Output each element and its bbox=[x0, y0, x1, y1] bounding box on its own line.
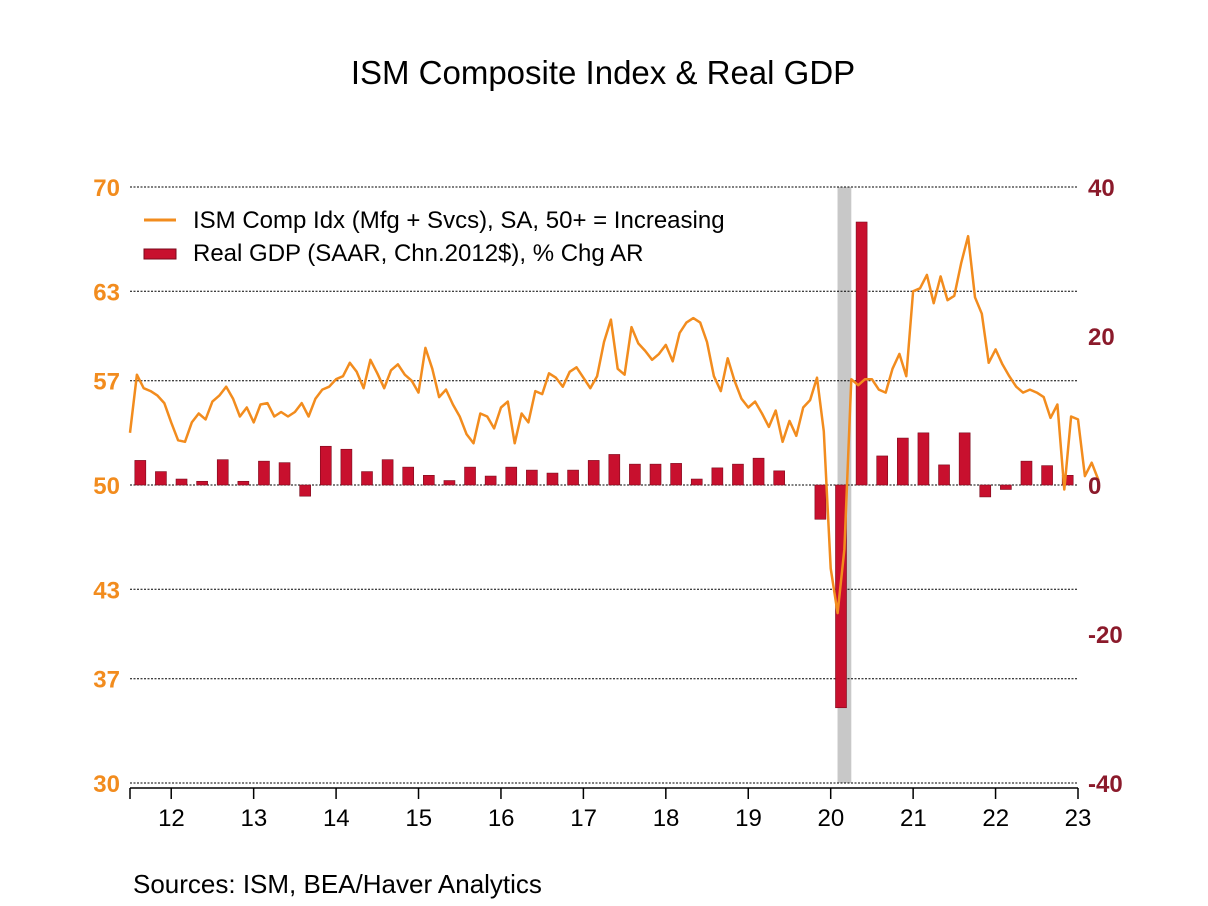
right-tick-label: -20 bbox=[1088, 622, 1123, 649]
x-tick-label: 19 bbox=[735, 805, 762, 832]
gdp-bar bbox=[670, 463, 682, 486]
left-tick-label: 37 bbox=[93, 667, 120, 694]
gdp-bar bbox=[134, 460, 147, 486]
gdp-bar bbox=[979, 484, 992, 498]
gdp-bar bbox=[423, 475, 435, 486]
gdp-bar bbox=[216, 459, 229, 486]
ism-line bbox=[128, 234, 1100, 615]
gdp-bar bbox=[258, 460, 270, 486]
left-tick-label: 63 bbox=[93, 279, 120, 306]
legend: ISM Comp Idx (Mfg + Svcs), SA, 50+ = Inc… bbox=[143, 207, 725, 267]
gdp-bar bbox=[175, 478, 188, 486]
left-axis-ticks: 30 37 43 50 57 63 70 bbox=[93, 175, 120, 798]
gdp-bars bbox=[134, 221, 1074, 709]
gdp-bar bbox=[402, 466, 415, 486]
gdp-bar bbox=[567, 469, 579, 486]
right-tick-label: 0 bbox=[1088, 473, 1101, 500]
gdp-bar bbox=[237, 480, 250, 486]
gdp-bar bbox=[876, 455, 889, 486]
gdp-bar bbox=[732, 463, 744, 486]
gridlines bbox=[130, 186, 1078, 784]
gdp-bar bbox=[958, 432, 971, 486]
gdp-bar bbox=[1061, 475, 1074, 486]
left-tick-label: 70 bbox=[93, 175, 120, 202]
gdp-bar bbox=[443, 480, 456, 486]
x-tick-label: 16 bbox=[488, 805, 515, 832]
gdp-bar bbox=[278, 462, 291, 486]
gdp-bar bbox=[855, 221, 868, 486]
gdp-bar bbox=[690, 478, 703, 486]
gdp-bar bbox=[752, 457, 765, 486]
x-tick-label: 20 bbox=[818, 805, 845, 832]
gdp-bar bbox=[629, 463, 641, 486]
legend-label-gdp: Real GDP (SAAR, Chn.2012$), % Chg AR bbox=[193, 240, 643, 267]
right-tick-label: 40 bbox=[1088, 175, 1115, 202]
x-tick-label: 13 bbox=[241, 805, 268, 832]
gdp-bar bbox=[505, 466, 518, 486]
x-tick-label: 22 bbox=[982, 805, 1009, 832]
gdp-bar bbox=[587, 460, 600, 486]
x-tick-label: 14 bbox=[323, 805, 350, 832]
left-tick-label: 57 bbox=[93, 369, 120, 396]
gdp-bar bbox=[608, 454, 621, 486]
gdp-bar bbox=[938, 464, 950, 486]
gdp-bar bbox=[155, 471, 167, 486]
x-tick-label: 15 bbox=[405, 805, 432, 832]
gdp-bar bbox=[381, 459, 394, 486]
gdp-bar bbox=[299, 484, 311, 497]
gdp-bar bbox=[464, 466, 476, 486]
gdp-bar bbox=[1000, 484, 1012, 490]
gdp-bar bbox=[340, 448, 353, 486]
x-tick-label: 12 bbox=[158, 805, 185, 832]
right-tick-label: -40 bbox=[1088, 771, 1123, 798]
left-tick-label: 50 bbox=[93, 473, 120, 500]
source-note: Sources: ISM, BEA/Haver Analytics bbox=[133, 869, 542, 899]
gdp-bar bbox=[1020, 460, 1033, 486]
gdp-bar bbox=[319, 445, 332, 486]
chart-title: ISM Composite Index & Real GDP bbox=[351, 54, 855, 91]
legend-bar-swatch bbox=[143, 248, 177, 260]
gdp-bar bbox=[484, 475, 497, 486]
gdp-bar bbox=[711, 467, 724, 486]
x-axis: 12 13 14 15 16 17 18 19 20 21 22 23 bbox=[129, 787, 1092, 832]
gdp-bar bbox=[526, 469, 538, 486]
gdp-bar bbox=[361, 471, 373, 486]
left-tick-label: 43 bbox=[93, 577, 120, 604]
gdp-bar bbox=[196, 480, 208, 486]
x-tick-label: 17 bbox=[570, 805, 597, 832]
gdp-bar bbox=[649, 463, 662, 486]
x-tick-label: 21 bbox=[900, 805, 927, 832]
gdp-bar bbox=[546, 472, 559, 486]
gdp-bar bbox=[814, 484, 827, 520]
gdp-bar bbox=[917, 432, 930, 486]
x-tick-label: 18 bbox=[653, 805, 680, 832]
x-tick-label: 23 bbox=[1065, 805, 1092, 832]
right-tick-label: 20 bbox=[1088, 324, 1115, 351]
gdp-bar bbox=[1041, 465, 1053, 486]
left-tick-label: 30 bbox=[93, 771, 120, 798]
legend-label-ism: ISM Comp Idx (Mfg + Svcs), SA, 50+ = Inc… bbox=[193, 207, 725, 234]
right-axis-ticks: -40 -20 0 20 40 bbox=[1088, 175, 1123, 798]
gdp-bar bbox=[897, 437, 909, 486]
gdp-bar bbox=[773, 470, 785, 486]
